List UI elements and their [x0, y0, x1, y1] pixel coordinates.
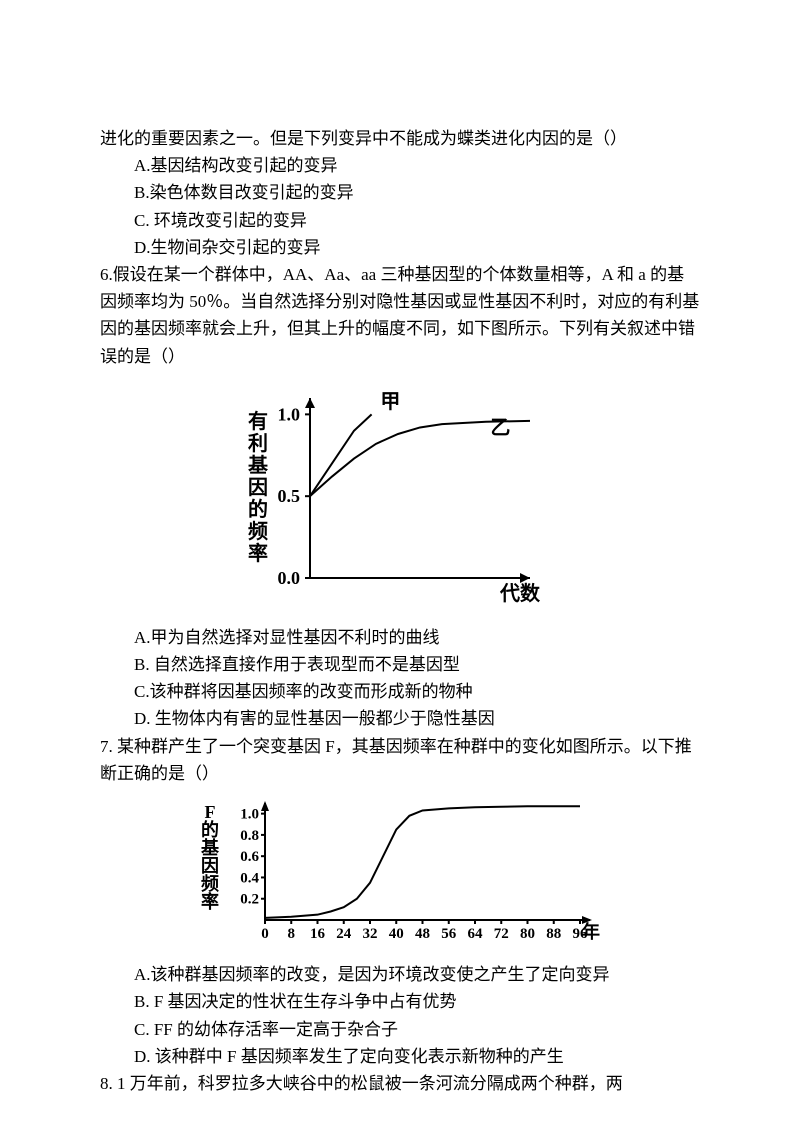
- svg-text:的: 的: [248, 497, 268, 521]
- svg-text:乙: 乙: [490, 417, 510, 439]
- svg-text:代数: 代数: [499, 581, 541, 605]
- svg-text:的: 的: [201, 819, 219, 840]
- svg-text:率: 率: [248, 541, 268, 565]
- svg-text:40: 40: [389, 926, 404, 942]
- q6-option-c: C.该种群将因基因频率的改变而形成新的物种: [100, 678, 700, 705]
- q7-chart: 0.20.40.60.81.0081624324048566472808896F…: [100, 795, 700, 953]
- svg-text:0.0: 0.0: [278, 568, 301, 588]
- svg-text:基: 基: [200, 837, 220, 858]
- q5-option-d: D.生物间杂交引起的变异: [100, 234, 700, 261]
- svg-text:因: 因: [248, 476, 268, 499]
- svg-text:基: 基: [248, 454, 269, 477]
- svg-text:0.4: 0.4: [240, 870, 259, 886]
- svg-text:1.0: 1.0: [240, 807, 259, 823]
- svg-text:56: 56: [441, 926, 457, 942]
- q7-option-d: D. 该种群中 F 基因频率发生了定向变化表示新物种的产生: [100, 1043, 700, 1070]
- svg-text:F: F: [205, 802, 216, 822]
- q6-option-d: D. 生物体内有害的显性基因一般都少于隐性基因: [100, 705, 700, 732]
- svg-text:16: 16: [310, 926, 326, 942]
- svg-text:频: 频: [201, 873, 219, 894]
- q7-stem: 7. 某种群产生了一个突变基因 F，其基因频率在种群中的变化如图所示。以下推断正…: [100, 733, 700, 787]
- q7-option-b: B. F 基因决定的性状在生存斗争中占有优势: [100, 988, 700, 1015]
- svg-text:0.2: 0.2: [240, 892, 259, 908]
- svg-text:24: 24: [336, 926, 352, 942]
- svg-text:1.0: 1.0: [278, 404, 301, 424]
- q8-stem: 8. 1 万年前，科罗拉多大峡谷中的松鼠被一条河流分隔成两个种群，两: [100, 1070, 700, 1097]
- svg-text:72: 72: [494, 926, 509, 942]
- svg-text:88: 88: [546, 926, 561, 942]
- svg-text:频: 频: [248, 519, 268, 543]
- q6-chart: 0.0 0.5 1.0 有利基因的频率代数 甲乙: [100, 378, 700, 616]
- svg-text:0.5: 0.5: [278, 486, 301, 506]
- svg-text:0.8: 0.8: [240, 828, 259, 844]
- q5-option-c: C. 环境改变引起的变异: [100, 207, 700, 234]
- q6-option-b: B. 自然选择直接作用于表现型而不是基因型: [100, 651, 700, 678]
- svg-text:因: 因: [201, 856, 219, 876]
- svg-text:0: 0: [261, 926, 269, 942]
- q5-option-b: B.染色体数目改变引起的变异: [100, 179, 700, 206]
- svg-text:48: 48: [415, 926, 430, 942]
- q6-option-a: A.甲为自然选择对显性基因不利时的曲线: [100, 624, 700, 651]
- svg-text:甲: 甲: [380, 391, 400, 413]
- q5-tail: 进化的重要因素之一。但是下列变异中不能成为蝶类进化内因的是（）: [100, 125, 700, 152]
- svg-text:8: 8: [288, 926, 296, 942]
- svg-text:0.6: 0.6: [240, 849, 259, 865]
- svg-text:80: 80: [520, 926, 535, 942]
- q6-stem: 6.假设在某一个群体中，AA、Aa、aa 三种基因型的个体数量相等，A 和 a …: [100, 261, 700, 370]
- q7-option-a: A.该种群基因频率的改变，是因为环境改变使之产生了定向变异: [100, 961, 700, 988]
- svg-text:有: 有: [248, 409, 268, 433]
- svg-text:32: 32: [363, 926, 378, 942]
- q7-option-c: C. FF 的幼体存活率一定高于杂合子: [100, 1016, 700, 1043]
- svg-text:率: 率: [201, 891, 219, 912]
- svg-text:利: 利: [248, 432, 268, 455]
- svg-text:年: 年: [582, 921, 600, 942]
- q5-option-a: A.基因结构改变引起的变异: [100, 152, 700, 179]
- svg-text:64: 64: [468, 926, 484, 942]
